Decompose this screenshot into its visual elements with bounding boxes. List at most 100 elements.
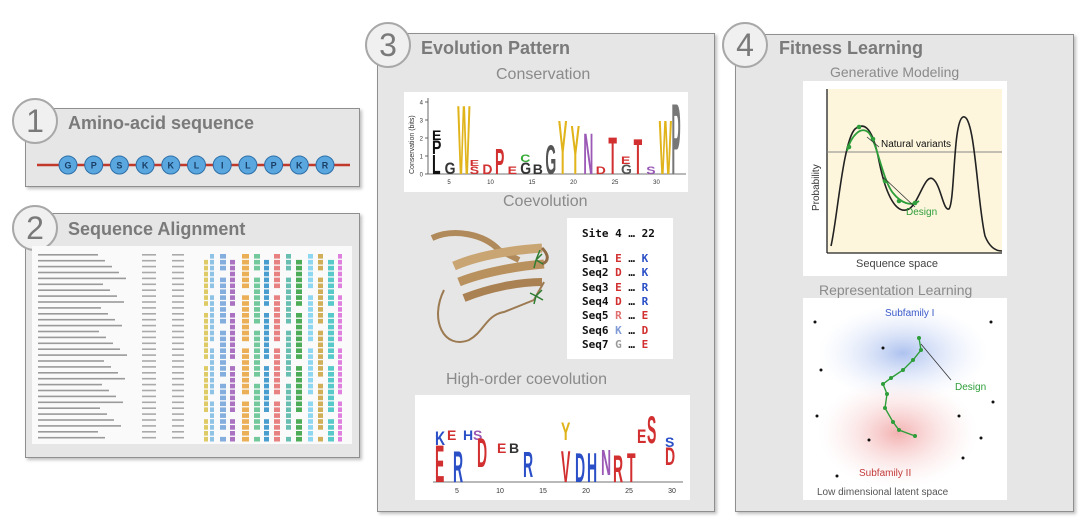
latent-space-footer: Low dimensional latent space <box>817 487 949 498</box>
residue-letter: R <box>322 161 329 171</box>
high-order-letter: R <box>613 447 623 491</box>
panel-4-title: Fitness Learning <box>779 38 924 58</box>
coevolution-seq-label: Seq4 <box>582 294 616 308</box>
conservation-ytick: 2 <box>420 137 424 143</box>
coevolution-row: Seq3 E … R <box>582 280 649 294</box>
step-number-3: 3 <box>365 22 411 68</box>
conservation-logo <box>404 92 688 192</box>
logo-letter: T <box>634 129 643 185</box>
logo-letter: S <box>646 164 655 176</box>
high-order-xtick: 5 <box>455 488 459 495</box>
logo-letter: B <box>533 161 543 177</box>
conservation-ylabel: Conservation (bits) <box>409 115 416 174</box>
residue-circle <box>135 155 155 175</box>
logo-letter: D <box>482 161 492 177</box>
residue-circle <box>264 155 284 175</box>
residue-letter: S <box>116 161 122 171</box>
high-order-letter: D <box>477 429 487 476</box>
generative-plot: Probability Sequence space Natural varia… <box>811 89 1003 270</box>
conservation-ytick: 1 <box>420 155 424 161</box>
residue-circle <box>289 155 309 175</box>
coevolution-site-4: K <box>615 323 622 337</box>
logo-letter: G <box>445 160 456 178</box>
high-order-letter: D <box>665 444 675 471</box>
coevolution-site-4: G <box>615 337 622 351</box>
high-order-letter: H <box>463 427 473 443</box>
representation-learning-title: Representation Learning <box>819 282 973 298</box>
coevolution-row: Seq7 G … E <box>582 337 649 351</box>
panel-2-title: Sequence Alignment <box>68 219 246 239</box>
residue-letter: K <box>296 161 303 171</box>
logo-letter: S <box>470 164 479 176</box>
residue-circle <box>109 155 129 175</box>
coevolution-seq-label: Seq1 <box>582 252 616 265</box>
coevolution-seq-label: Seq7 <box>582 337 616 351</box>
coevolution-site-22: D <box>641 323 649 337</box>
high-order-letter: V <box>561 443 570 493</box>
high-order-letter: R <box>523 444 533 485</box>
logo-letter: E <box>432 127 441 143</box>
high-order-letter: N <box>601 442 611 483</box>
coevolution-site-22: R <box>641 280 649 294</box>
latent-space-plot: Subfamily I Design Subfamily II Low dime… <box>813 305 995 498</box>
high-order-letter: Y <box>561 419 571 446</box>
logo-letter: W <box>457 92 470 192</box>
logo-letter: G <box>545 136 556 183</box>
coevolution-site-4: E <box>615 252 622 265</box>
logo-letter: D <box>596 164 606 176</box>
logo-letter: E <box>621 154 630 166</box>
coevolution-site-4: D <box>615 266 622 280</box>
conservation-title: Conservation <box>496 66 591 83</box>
step-number-4: 4 <box>722 22 768 68</box>
coevolution-site-22: E <box>641 337 649 351</box>
conservation-xtick: 10 <box>487 180 494 186</box>
coevolution-seq-label: Seq3 <box>582 280 616 294</box>
logo-letter: E <box>508 164 517 176</box>
generative-modeling-title: Generative Modeling <box>830 64 960 80</box>
step-number-2: 2 <box>12 205 58 251</box>
logo-letter: Y <box>558 104 567 190</box>
panel-amino-acid-sequence <box>25 108 360 187</box>
coevolution-row: Seq2 D … K <box>582 266 649 280</box>
coevolution-row: Seq1 E … K <box>582 252 649 265</box>
coevolution-seq-label: Seq5 <box>582 309 616 323</box>
residue-circle <box>58 155 78 175</box>
coevolution-site-4: D <box>615 294 622 308</box>
high-order-title: High-order coevolution <box>446 371 607 388</box>
subfamily-2-label: Subfamily II <box>859 468 911 479</box>
residue-circle <box>315 155 335 175</box>
coevolution-seq-label: Seq6 <box>582 323 616 337</box>
high-order-xtick: 15 <box>539 488 547 495</box>
conservation-ytick: 3 <box>420 119 424 125</box>
generative-xlabel: Sequence space <box>856 258 938 270</box>
logo-letter: P <box>671 92 680 192</box>
conservation-ytick: 0 <box>420 173 424 179</box>
high-order-xtick: 20 <box>582 488 590 495</box>
high-order-logo <box>415 395 690 500</box>
logo-letter: E <box>470 159 480 168</box>
coevolution-row: Seq6 K … D <box>582 323 649 337</box>
residue-circle <box>212 155 232 175</box>
high-order-letter: H <box>587 444 597 491</box>
residue-letter: K <box>168 161 175 171</box>
logo-letter: Y <box>571 110 580 189</box>
coevolution-row: Seq4 D … R <box>582 294 649 308</box>
logo-letter: G <box>520 160 531 178</box>
residue-circle <box>238 155 258 175</box>
high-order-letter: T <box>627 444 636 491</box>
conservation-xtick: 5 <box>447 180 451 186</box>
alignment-image <box>32 246 352 444</box>
natural-variants-label: Natural variants <box>881 139 951 150</box>
logo-letter: G <box>621 161 632 177</box>
coevolution-table-header: Site 4 … 22 <box>582 227 655 240</box>
conservation-xtick: 25 <box>612 180 619 186</box>
high-order-letter: S <box>647 408 656 452</box>
high-order-xtick: 30 <box>668 488 676 495</box>
panel-1-title: Amino-acid sequence <box>68 113 255 133</box>
logo-letter: T <box>608 127 617 186</box>
high-order-letter: E <box>497 440 506 456</box>
coevolution-site-22: E <box>641 309 649 323</box>
residue-circle <box>187 155 206 175</box>
